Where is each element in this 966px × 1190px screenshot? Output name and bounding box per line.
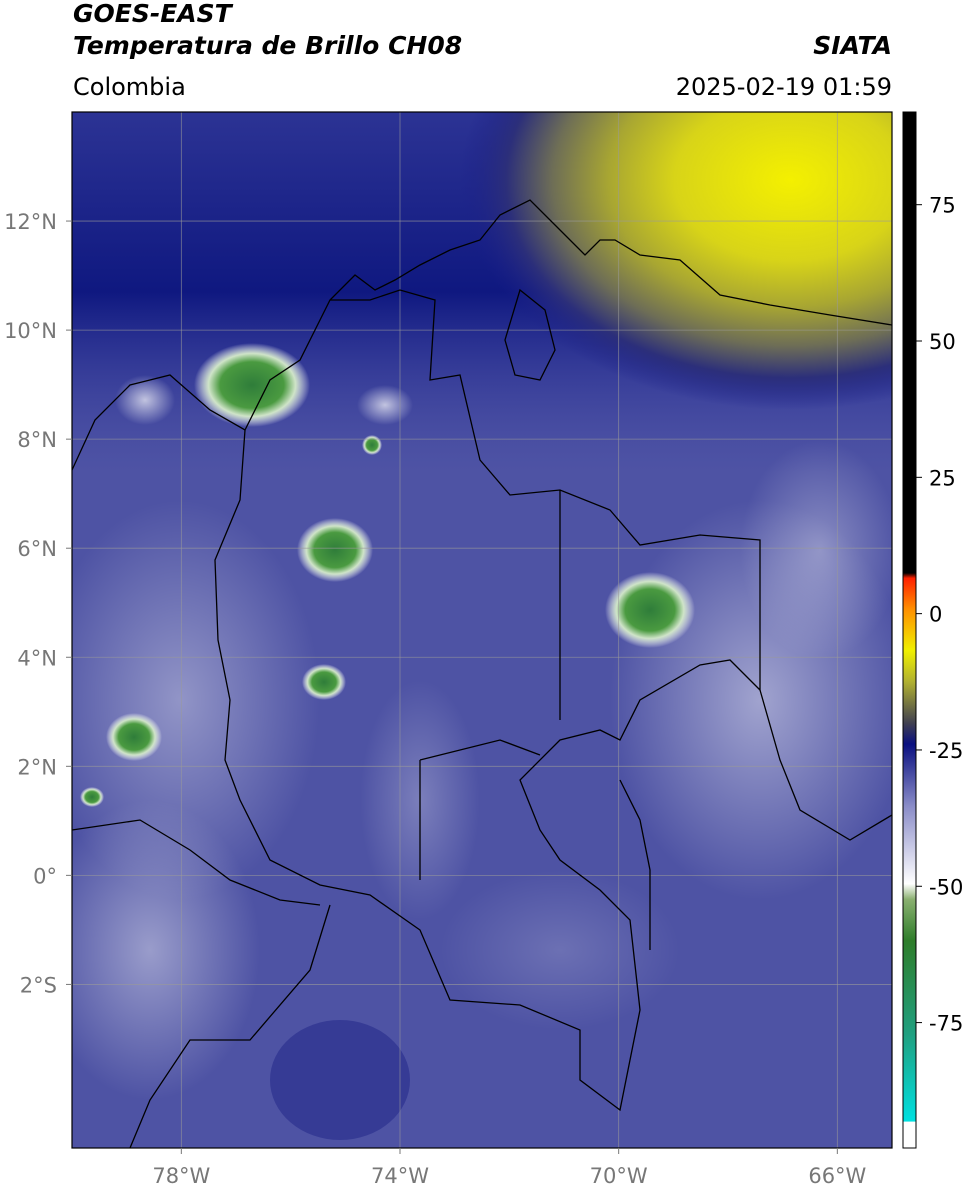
ecuador-peru-border [72,819,331,1148]
grid [72,112,892,1148]
y-tick-label: 2°N [17,755,57,779]
colorbar-label: -50 [929,875,963,899]
product-title: Temperatura de Brillo CH08 [73,31,462,60]
y-tick-label: 12°N [4,210,57,234]
colorbar-label: 0 [929,603,942,627]
colorbar-label: 50 [929,330,956,354]
labels: 78°W 74°W 70°W 66°W 12°N 10°N 8°N 6°N 4°N 2°N 0° 2°… [4,194,963,1188]
x-tick-label: 70°W [590,1164,648,1188]
y-tick-label: 6°N [17,537,57,561]
y-tick-label: 10°N [4,319,57,343]
colorbar-label: 25 [929,466,956,490]
coastline [72,199,892,471]
satellite-title: GOES-EAST [73,0,234,28]
y-tick-label: 4°N [17,646,57,670]
colorbar-label: 75 [929,194,956,218]
satellite-image [72,112,892,1148]
y-tick-label: 8°N [17,428,57,452]
x-tick-label: 78°W [152,1164,210,1188]
colorbar [902,111,917,1149]
y-tick-label: 0° [33,864,57,888]
venezuela-border [559,490,892,841]
colorbar-label: -75 [929,1012,963,1036]
x-tick-label: 66°W [808,1164,866,1188]
region-label: Colombia [73,73,186,101]
source-label: SIATA [813,31,892,60]
datetime-label: 2025-02-19 01:59 [676,73,892,101]
brazil-border [419,739,651,950]
lake-maracaibo [504,288,556,381]
colorbar-label: -25 [929,739,963,763]
y-tick-label: 2°S [20,973,57,997]
map-frame [71,111,893,1149]
x-tick-label: 74°W [371,1164,429,1188]
colombia-border [214,289,761,1112]
